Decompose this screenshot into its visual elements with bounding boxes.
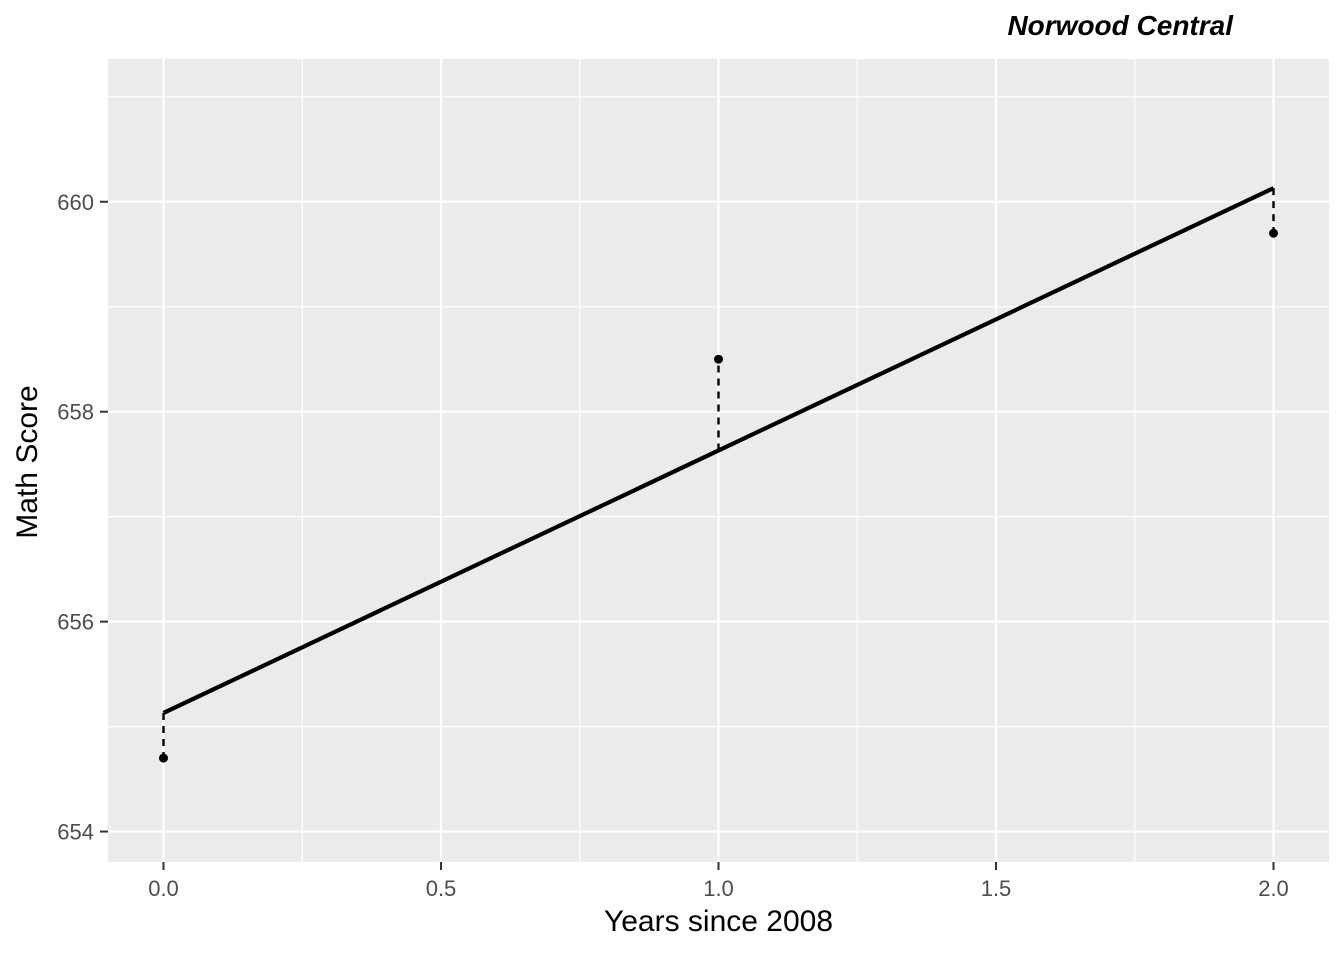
y-tick-label: 656 xyxy=(57,610,94,635)
data-point xyxy=(159,753,168,763)
x-tick-label: 1.5 xyxy=(981,876,1012,901)
x-tick-label: 0.5 xyxy=(426,876,457,901)
y-axis-title: Math Score xyxy=(11,385,44,539)
y-tick-label: 660 xyxy=(57,190,94,215)
data-point xyxy=(1269,228,1278,238)
x-tick-label: 0.0 xyxy=(148,876,179,901)
fit-line xyxy=(162,186,1275,715)
x-tick-label: 2.0 xyxy=(1258,876,1289,901)
y-tick-label: 658 xyxy=(57,400,94,425)
data-point xyxy=(714,354,723,364)
chart-title: Norwood Central xyxy=(1007,10,1233,41)
y-tick-label: 654 xyxy=(57,820,94,845)
x-tick-label: 1.0 xyxy=(703,876,734,901)
x-axis-title: Years since 2008 xyxy=(603,905,834,938)
